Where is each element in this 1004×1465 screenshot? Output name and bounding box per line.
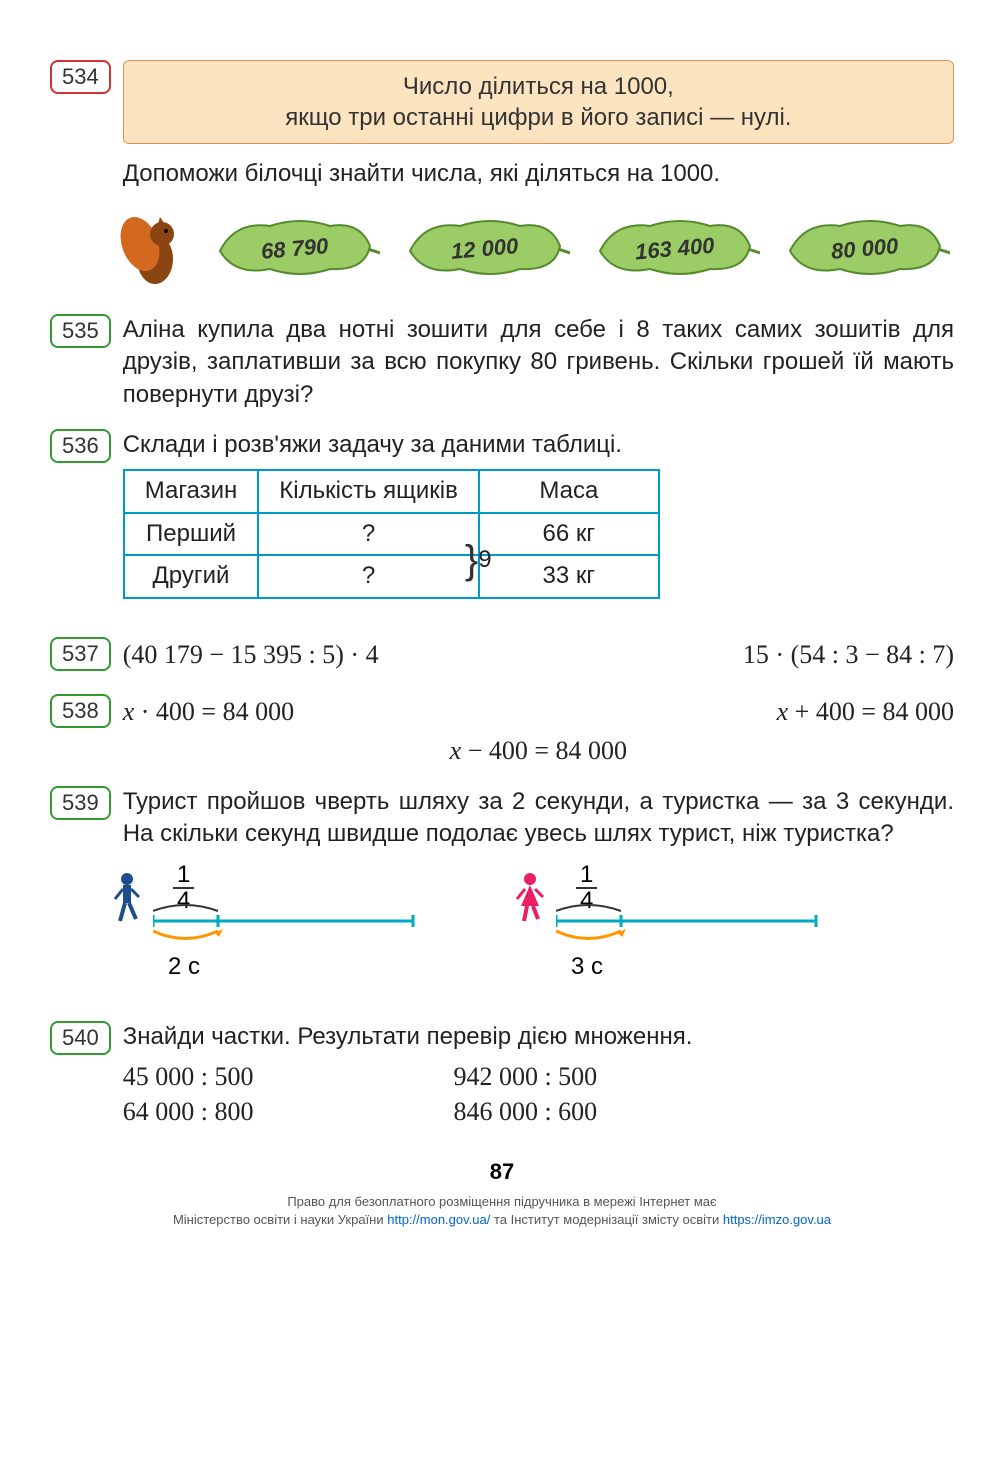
table-cell: 33 кг	[479, 555, 659, 597]
timeline-male: 14 2 с	[110, 871, 433, 971]
page-number: 87	[50, 1159, 954, 1185]
instruction: Допоможи білочці знайти числа, які ділят…	[123, 158, 954, 190]
exercise-badge: 535	[50, 314, 111, 348]
exercise-540: 540 Знайди частки. Результати перевір ді…	[50, 1021, 954, 1130]
equation: x − 400 = 84 000	[450, 736, 627, 765]
footer-line: Право для безоплатного розміщення підруч…	[50, 1193, 954, 1211]
table-cell: ?	[258, 513, 479, 555]
exercise-538: 538 x · 400 = 84 000 x + 400 = 84 000 x …	[50, 694, 954, 768]
exercise-badge: 537	[50, 637, 111, 671]
leaf-item: 68 790	[210, 211, 380, 286]
table-row: Другий ? 33 кг	[124, 555, 659, 597]
brace-value: 9	[478, 544, 491, 576]
timeline-segment: 14 2 с	[153, 871, 433, 971]
textbook-page: 534 Число ділиться на 1000, якщо три ост…	[0, 0, 1004, 1465]
equation-row: x − 400 = 84 000	[123, 733, 954, 768]
equation: 15 · (54 : 3 − 84 : 7)	[743, 637, 954, 672]
table-cell: Перший	[124, 513, 259, 555]
exercise-badge: 534	[50, 60, 111, 94]
equation-column: 45 000 : 500 64 000 : 800	[123, 1059, 254, 1129]
equation-row: x · 400 = 84 000 x + 400 = 84 000	[123, 694, 954, 729]
exercise-badge: 536	[50, 429, 111, 463]
footer: Право для безоплатного розміщення підруч…	[50, 1193, 954, 1229]
equation: 45 000 : 500	[123, 1059, 254, 1094]
rule-line: Число ділиться на 1000,	[144, 71, 933, 102]
leaf-number: 12 000	[450, 233, 519, 265]
brace-icon: }	[465, 533, 478, 587]
leaf-number: 80 000	[830, 233, 899, 265]
table-header: Маса	[479, 470, 659, 512]
rule-box: Число ділиться на 1000, якщо три останні…	[123, 60, 954, 144]
exercise-badge: 540	[50, 1021, 111, 1055]
equation-column: 942 000 : 500 846 000 : 600	[453, 1059, 597, 1129]
timeline-segment: 14 3 с	[556, 871, 836, 971]
instruction: Знайди частки. Результати перевір дією м…	[123, 1021, 954, 1053]
timeline-row: 14 2 с	[110, 871, 954, 971]
exercise-text: Турист пройшов чверть шляху за 2 секунди…	[123, 786, 954, 851]
instruction: Склади і розв'яжи задачу за даними табли…	[123, 429, 954, 461]
leaf-item: 163 400	[590, 211, 760, 286]
exercise-537: 537 (40 179 − 15 395 : 5) · 4 15 · (54 :…	[50, 637, 954, 676]
equation: 846 000 : 600	[453, 1094, 597, 1129]
exercise-text: Аліна купила два нотні зошити для себе і…	[123, 314, 954, 411]
leaf-item: 12 000	[400, 211, 570, 286]
leaf-number: 68 790	[260, 233, 329, 265]
equation: x + 400 = 84 000	[777, 694, 954, 729]
leaf-item: 80 000	[780, 211, 950, 286]
equation: (40 179 − 15 395 : 5) · 4	[123, 637, 379, 672]
equation: x · 400 = 84 000	[123, 694, 294, 729]
brace-group: } 9	[465, 533, 492, 587]
footer-link[interactable]: http://mon.gov.ua/	[387, 1212, 490, 1227]
exercise-badge: 539	[50, 786, 111, 820]
exercise-content: x · 400 = 84 000 x + 400 = 84 000 x − 40…	[123, 694, 954, 768]
equation: 64 000 : 800	[123, 1094, 254, 1129]
table-header: Кількість ящиків	[258, 470, 479, 512]
exercise-content: Склади і розв'яжи задачу за даними табли…	[123, 429, 954, 619]
table-cell: ?	[258, 555, 479, 597]
table-cell: 66 кг	[479, 513, 659, 555]
exercise-badge: 538	[50, 694, 111, 728]
exercise-539: 539 Турист пройшов чверть шляху за 2 сек…	[50, 786, 954, 851]
exercise-content: Знайди частки. Результати перевір дією м…	[123, 1021, 954, 1130]
exercise-534: 534 Число ділиться на 1000, якщо три ост…	[50, 60, 954, 191]
time-label: 3 с	[571, 953, 603, 981]
exercise-content: Число ділиться на 1000, якщо три останні…	[123, 60, 954, 191]
squirrel-icon	[120, 209, 190, 289]
exercise-536: 536 Склади і розв'яжи задачу за даними т…	[50, 429, 954, 619]
equation: 942 000 : 500	[453, 1059, 597, 1094]
exercise-content: (40 179 − 15 395 : 5) · 4 15 · (54 : 3 −…	[123, 637, 954, 676]
table-row: Перший ? 66 кг	[124, 513, 659, 555]
footer-line: Міністерство освіти і науки України http…	[50, 1211, 954, 1229]
table-header-row: Магазин Кількість ящиків Маса	[124, 470, 659, 512]
table-header: Магазин	[124, 470, 259, 512]
time-label: 2 с	[168, 953, 200, 981]
timeline-female: 14 3 с	[513, 871, 836, 971]
rule-line: якщо три останні цифри в його записі — н…	[144, 102, 933, 133]
data-table: Магазин Кількість ящиків Маса Перший ? 6…	[123, 469, 660, 598]
leaves-row: 68 790 12 000 163 400 80 000	[120, 209, 954, 289]
equation-row: (40 179 − 15 395 : 5) · 4 15 · (54 : 3 −…	[123, 637, 954, 672]
footer-link[interactable]: https://imzo.gov.ua	[723, 1212, 831, 1227]
table-cell: Другий	[124, 555, 259, 597]
female-figure-icon	[513, 871, 548, 926]
male-figure-icon	[110, 871, 145, 926]
exercise-535: 535 Аліна купила два нотні зошити для се…	[50, 314, 954, 411]
